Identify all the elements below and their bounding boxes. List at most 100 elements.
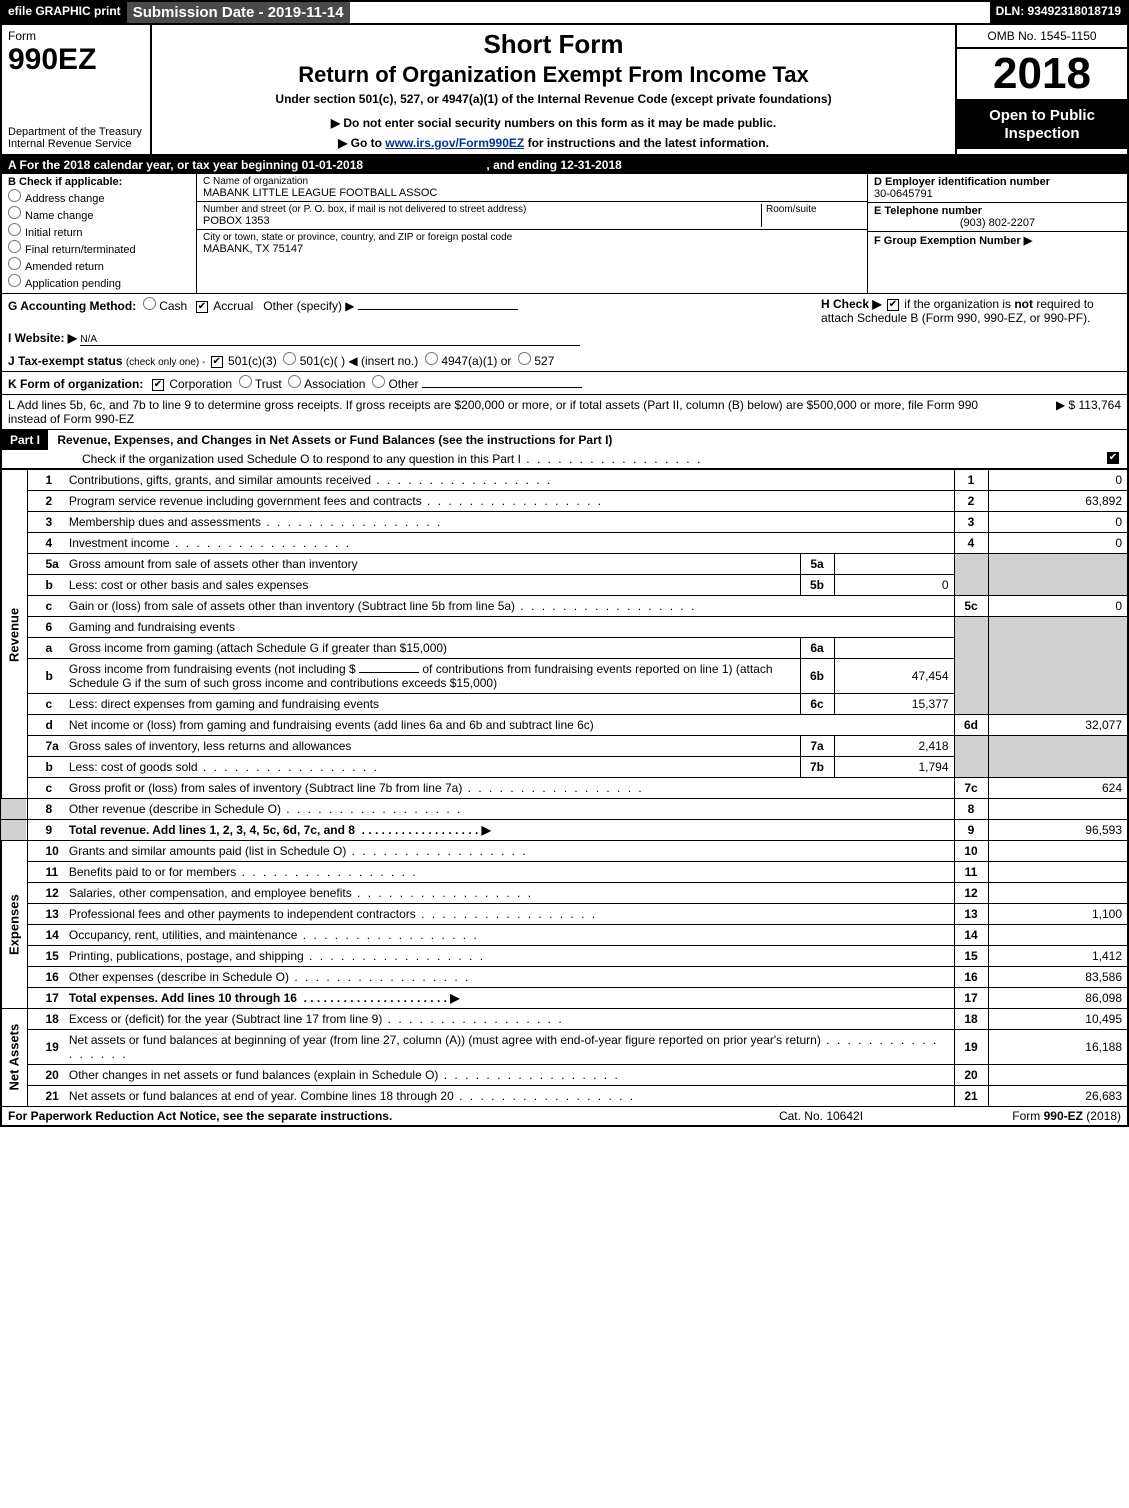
row-i: I Website: ▶ N/A — [0, 328, 1129, 349]
opt-initial-return[interactable]: Initial return — [20, 223, 190, 239]
opt-address-change[interactable]: Address change — [20, 189, 190, 205]
chk-part1-scho[interactable]: ✔ — [1107, 452, 1119, 464]
omb-number: OMB No. 1545-1150 — [957, 25, 1127, 49]
n-14: 14 — [27, 925, 64, 946]
side-revenue: Revenue — [1, 470, 27, 799]
d-11: Benefits paid to or for members — [64, 862, 954, 883]
d-3: Membership dues and assessments — [64, 512, 954, 533]
chk-accrual[interactable]: ✔ — [196, 301, 208, 313]
d-5b: Less: cost or other basis and sales expe… — [64, 575, 800, 596]
under-section: Under section 501(c), 527, or 4947(a)(1)… — [160, 92, 947, 106]
n-6: 6 — [27, 617, 64, 638]
ln-13: 13 — [954, 904, 988, 925]
row-20: 20 Other changes in net assets or fund b… — [1, 1065, 1128, 1086]
row-l: L Add lines 5b, 6c, and 7b to line 9 to … — [0, 395, 1129, 430]
amt-11 — [988, 862, 1128, 883]
radio-cash[interactable] — [143, 297, 156, 310]
n-7b: b — [27, 757, 64, 778]
row-6: 6 Gaming and fundraising events — [1, 617, 1128, 638]
part1-header: Part I Revenue, Expenses, and Changes in… — [0, 430, 1129, 469]
ln-19: 19 — [954, 1030, 988, 1065]
chk-h[interactable]: ✔ — [887, 299, 899, 311]
d-1: Contributions, gifts, grants, and simila… — [64, 470, 954, 491]
d-8: Other revenue (describe in Schedule O) — [64, 799, 954, 820]
cal-end: , and ending 12-31-2018 — [486, 158, 621, 172]
sv-7b: 1,794 — [834, 757, 954, 778]
opt-amended-return[interactable]: Amended return — [20, 257, 190, 273]
top-bar: efile GRAPHIC print Submission Date - 20… — [0, 0, 1129, 25]
chk-corp[interactable]: ✔ — [152, 379, 164, 391]
n-6b: b — [27, 659, 64, 694]
header-left: Form 990EZ Department of the Treasury In… — [2, 25, 152, 154]
radio-application-pending[interactable] — [8, 274, 21, 287]
dept-treasury: Department of the Treasury — [8, 126, 144, 138]
radio-name-change[interactable] — [8, 206, 21, 219]
col-c: C Name of organization MABANK LITTLE LEA… — [197, 174, 867, 293]
amt-14 — [988, 925, 1128, 946]
n-3: 3 — [27, 512, 64, 533]
ln-17: 17 — [954, 988, 988, 1009]
d-15: Printing, publications, postage, and shi… — [64, 946, 954, 967]
e-phone-row: E Telephone number (903) 802-2207 — [868, 203, 1127, 232]
row-17: 17 Total expenses. Add lines 10 through … — [1, 988, 1128, 1009]
ln-11: 11 — [954, 862, 988, 883]
radio-other[interactable] — [372, 375, 385, 388]
d-ein-row: D Employer identification number 30-0645… — [868, 174, 1127, 203]
n-12: 12 — [27, 883, 64, 904]
amt-3: 0 — [988, 512, 1128, 533]
radio-trust[interactable] — [239, 375, 252, 388]
radio-assoc[interactable] — [288, 375, 301, 388]
radio-amended-return[interactable] — [8, 257, 21, 270]
dln-label: DLN: 93492318018719 — [990, 2, 1127, 23]
part1-title: Revenue, Expenses, and Changes in Net As… — [51, 430, 618, 450]
sv-6c: 15,377 — [834, 694, 954, 715]
radio-527[interactable] — [518, 352, 531, 365]
d-6d: Net income or (loss) from gaming and fun… — [64, 715, 954, 736]
radio-initial-return[interactable] — [8, 223, 21, 236]
j-4947: 4947(a)(1) or — [441, 354, 511, 368]
d-4: Investment income — [64, 533, 954, 554]
part1-check-text: Check if the organization used Schedule … — [82, 452, 1105, 466]
g-accrual: Accrual — [213, 299, 253, 313]
sn-7b: 7b — [800, 757, 834, 778]
amt-13: 1,100 — [988, 904, 1128, 925]
radio-501c[interactable] — [283, 352, 296, 365]
amt-19: 16,188 — [988, 1030, 1128, 1065]
org-name: MABANK LITTLE LEAGUE FOOTBALL ASSOC — [203, 187, 861, 199]
ln-4: 4 — [954, 533, 988, 554]
irs-link[interactable]: www.irs.gov/Form990EZ — [385, 136, 524, 150]
room-label: Room/suite — [766, 204, 861, 215]
opt-name-change[interactable]: Name change — [20, 206, 190, 222]
chk-501c3[interactable]: ✔ — [211, 356, 223, 368]
ln-6d: 6d — [954, 715, 988, 736]
grey-7v — [988, 736, 1128, 778]
opt-final-return[interactable]: Final return/terminated — [20, 240, 190, 256]
short-form-title: Short Form — [160, 29, 947, 60]
n-15: 15 — [27, 946, 64, 967]
d-18: Excess or (deficit) for the year (Subtra… — [64, 1009, 954, 1030]
n-7c: c — [27, 778, 64, 799]
amt-18: 10,495 — [988, 1009, 1128, 1030]
sn-5b: 5b — [800, 575, 834, 596]
row-16: 16 Other expenses (describe in Schedule … — [1, 967, 1128, 988]
financial-table: Revenue 1 Contributions, gifts, grants, … — [0, 469, 1129, 1106]
radio-4947[interactable] — [425, 352, 438, 365]
sn-6b: 6b — [800, 659, 834, 694]
topbar-spacer — [350, 2, 990, 23]
d-6: Gaming and fundraising events — [64, 617, 954, 638]
grey-7 — [954, 736, 988, 778]
radio-address-change[interactable] — [8, 189, 21, 202]
city-row: City or town, state or province, country… — [197, 230, 867, 257]
city-value: MABANK, TX 75147 — [203, 243, 512, 255]
header-right: OMB No. 1545-1150 2018 Open to Public In… — [957, 25, 1127, 154]
opt-application-pending[interactable]: Application pending — [20, 274, 190, 290]
form-number: 990EZ — [8, 43, 144, 77]
ln-10: 10 — [954, 841, 988, 862]
g-label: G Accounting Method: — [8, 299, 136, 313]
d-7b: Less: cost of goods sold — [64, 757, 800, 778]
amt-8 — [988, 799, 1128, 820]
section-bcdef: B Check if applicable: Address change Na… — [0, 174, 1129, 294]
row-10: Expenses 10 Grants and similar amounts p… — [1, 841, 1128, 862]
radio-final-return[interactable] — [8, 240, 21, 253]
n-5a: 5a — [27, 554, 64, 575]
